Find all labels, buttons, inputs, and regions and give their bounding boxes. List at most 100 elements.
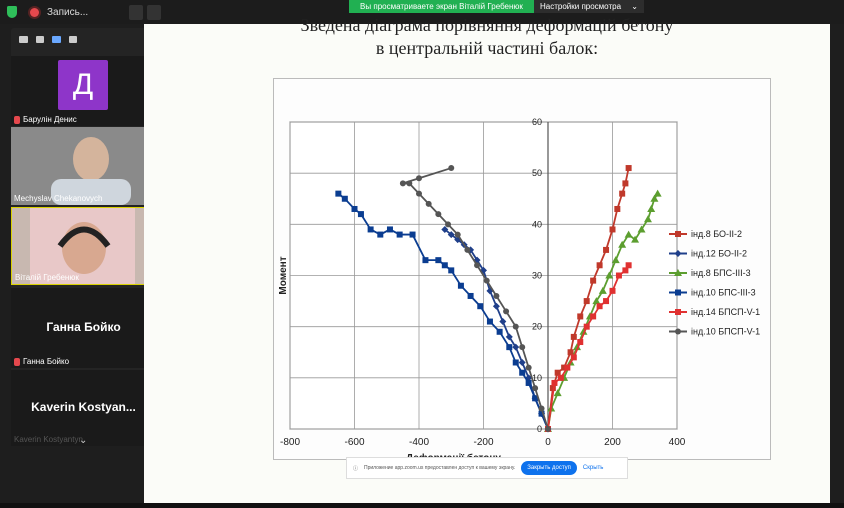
shared-screen: Зведена діаграма порівняння деформацій б… (144, 15, 830, 503)
y-tick-label: 20 (532, 322, 542, 332)
y-tick-label: 50 (532, 168, 542, 178)
data-point (525, 379, 532, 386)
data-point (532, 385, 539, 392)
data-point (675, 231, 681, 237)
participant-video (11, 127, 156, 205)
data-point (416, 175, 422, 182)
view-settings-button[interactable]: Настройки просмотра ⌄ (534, 0, 644, 13)
participant-name-text: Барулін Денис (23, 115, 77, 124)
data-point (505, 333, 513, 341)
participant-tile[interactable]: Mechyslav Chekanovych (11, 127, 156, 205)
data-point (473, 256, 481, 264)
hide-link[interactable]: Скрыть (582, 465, 604, 471)
legend-entry: інд.10 БПС-ІІІ-3 (691, 288, 756, 298)
chevron-down-icon: ⌄ (631, 2, 638, 11)
data-point (422, 257, 429, 264)
data-point (609, 226, 616, 233)
data-point (647, 204, 656, 212)
data-point (512, 343, 520, 351)
minimize-icon[interactable] (19, 35, 28, 43)
data-point (441, 225, 449, 233)
data-point (624, 230, 633, 238)
data-point (573, 343, 582, 351)
data-point (590, 313, 597, 320)
data-point (614, 205, 621, 212)
participant-name-text: Ганна Бойко (23, 357, 70, 366)
chart-svg: -800 -600 -400 -200 0 200 4000102030405060Дефо… (278, 117, 760, 464)
share-notice: ⓘ Приложение app.zoom.us предоставлен до… (346, 457, 628, 479)
y-axis-label: Момент (278, 256, 289, 294)
data-point (454, 236, 462, 244)
data-point (357, 211, 364, 218)
chevron-down-icon[interactable]: ⌄ (79, 435, 88, 446)
x-tick-label: -200 (473, 437, 493, 448)
participant-tile[interactable]: Kaverin Kostyan... Kaverin Kostyantyn ⌄ (11, 370, 156, 446)
data-point (570, 354, 577, 361)
data-point (557, 374, 564, 381)
participant-name-text: Mechyslav Chekanovych (14, 194, 103, 203)
participant-name: Ганна Бойко (14, 357, 69, 366)
data-point (583, 323, 590, 330)
shield-icon[interactable] (7, 6, 17, 18)
chart-container: -800 -600 -400 -200 0 200 400 0 10 20 30 40 50 60 Дефо… (273, 78, 771, 464)
data-point (596, 262, 603, 269)
stop-record-button[interactable] (147, 5, 161, 20)
participant-tile-active[interactable]: Віталій Гребенюк (11, 207, 156, 285)
data-point (622, 267, 629, 274)
view-toolbar (11, 28, 156, 50)
data-point (341, 195, 348, 202)
grid-view-icon[interactable] (68, 35, 78, 43)
x-tick-label: 400 (669, 437, 686, 448)
data-point (596, 303, 603, 310)
y-tick-label: 10 (532, 373, 542, 383)
x-tick-label: -800 (280, 437, 300, 448)
data-point (592, 297, 601, 305)
data-point (577, 313, 584, 320)
data-point (625, 262, 632, 269)
data-point (467, 292, 474, 299)
data-point (570, 333, 577, 340)
pause-record-button[interactable] (129, 5, 143, 20)
speaker-view-icon[interactable] (35, 35, 45, 43)
recording-label: Запись... (47, 6, 89, 18)
data-point (603, 246, 610, 253)
data-point (525, 364, 532, 371)
stop-sharing-button[interactable]: Закрыть доступ (521, 461, 577, 475)
data-point (519, 369, 526, 376)
data-point (409, 231, 416, 238)
data-point (625, 165, 632, 172)
data-point (538, 410, 545, 417)
y-tick-label: 30 (532, 271, 542, 281)
data-point (425, 200, 432, 207)
data-point (605, 271, 614, 279)
data-point (512, 359, 519, 366)
data-point (396, 231, 403, 238)
data-point (518, 358, 526, 366)
data-point (643, 215, 652, 223)
data-point (447, 231, 455, 239)
data-point (577, 339, 584, 346)
slide-title-line2: в центральній частині балок: (375, 38, 599, 58)
y-tick-label: 0 (537, 424, 542, 434)
data-point (496, 328, 503, 335)
data-point (564, 364, 571, 371)
data-point (538, 405, 545, 412)
participant-tile[interactable]: Д Барулін Денис (11, 56, 156, 126)
data-point (619, 190, 626, 197)
data-point (486, 287, 494, 295)
strip-view-icon[interactable] (52, 35, 61, 43)
data-point (631, 235, 640, 243)
data-point (532, 395, 539, 402)
recording-indicator[interactable]: Запись... (30, 3, 88, 21)
data-point (611, 256, 620, 264)
data-point (457, 282, 464, 289)
avatar: Д (58, 60, 108, 110)
data-point (454, 231, 461, 238)
top-bar: Запись... Вы просматриваете экран Віталі… (0, 0, 844, 24)
data-point (377, 231, 384, 238)
info-icon: ⓘ (353, 465, 359, 472)
participant-tile[interactable]: Ганна Бойко Ганна Бойко (11, 288, 156, 368)
y-tick-label: 60 (532, 117, 542, 127)
data-point (609, 287, 616, 294)
viewing-banner: Вы просматриваете экран Віталій Гребенюк (349, 0, 534, 13)
